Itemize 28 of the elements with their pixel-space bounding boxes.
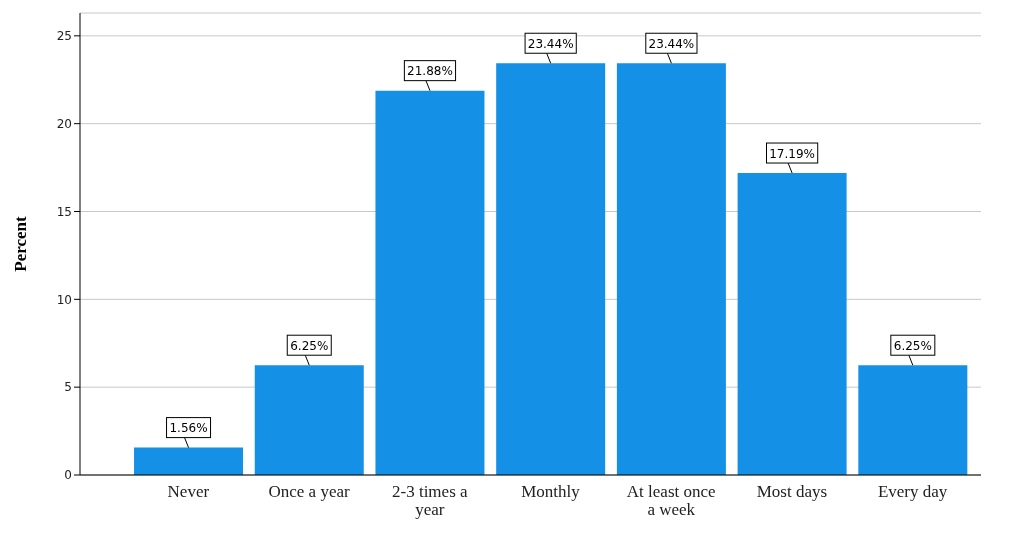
x-tick-label: 2-3 times a year [392,482,468,519]
data-label: 6.25% [893,338,932,353]
data-label: 23.44% [648,36,695,51]
x-tick-label: Every day [877,482,948,501]
bar [616,63,726,475]
y-tick-label: 10 [56,292,72,307]
data-label: 1.56% [169,421,208,436]
data-label: 23.44% [527,36,574,51]
y-tick-label: 5 [64,380,72,395]
bar [254,365,364,475]
data-label: 21.88% [407,64,453,79]
bar [375,90,485,475]
y-axis-title: Percent [11,215,31,272]
data-label: 17.19% [769,146,815,161]
x-tick-label: Once a year [268,482,350,501]
y-tick-label: 15 [56,204,72,219]
data-label: 6.25% [290,338,329,353]
y-tick-label: 20 [56,116,72,131]
bar [737,173,847,475]
bar [134,447,244,475]
x-tick-label: Monthly [521,482,581,501]
x-tick-label: At least once a week [626,482,716,519]
bar [858,365,968,475]
y-tick-label: 25 [56,29,72,44]
y-tick-label: 0 [64,468,72,483]
x-tick-label: Never [167,482,210,501]
bar [496,63,606,475]
x-tick-label: Most days [756,482,828,501]
